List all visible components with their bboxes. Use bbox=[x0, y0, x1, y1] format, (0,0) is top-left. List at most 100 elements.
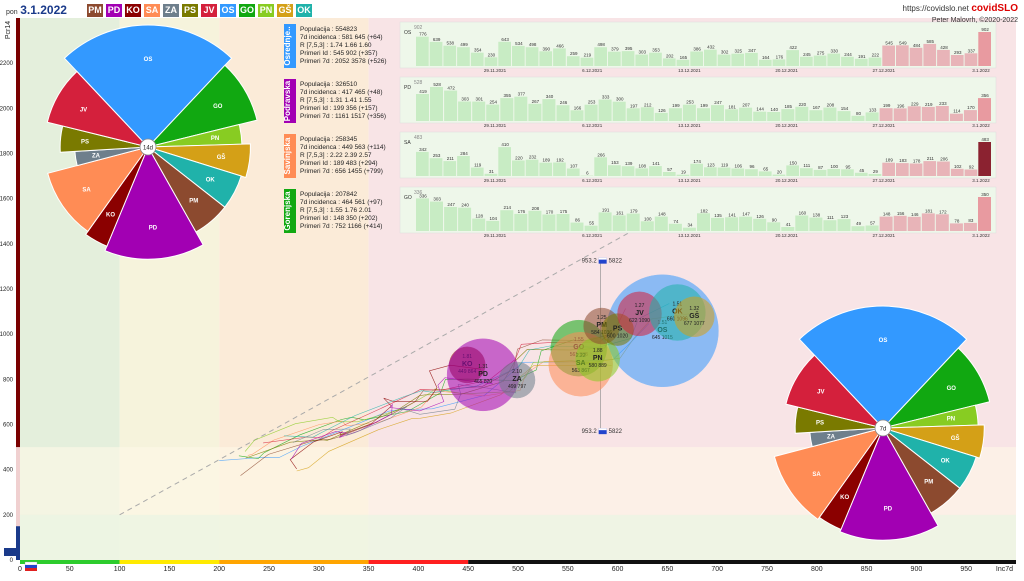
sparkline-bar-label: 108 bbox=[639, 163, 647, 168]
region-info-line: Populacija : 207842 bbox=[300, 191, 357, 198]
sparkline-bar-label: 196 bbox=[897, 103, 905, 108]
legend-item-jv[interactable]: JV bbox=[201, 4, 217, 17]
y-band bbox=[16, 447, 20, 526]
sparkline-bar-label: 111 bbox=[827, 215, 834, 220]
sparkline-bar bbox=[745, 169, 758, 176]
sparkline-bar-label: 191 bbox=[602, 207, 610, 212]
sparkline-bar bbox=[697, 108, 710, 121]
bubble-coords: 465 820 bbox=[474, 379, 492, 385]
sparkline-bar-label: 379 bbox=[611, 47, 619, 52]
sparkline-bar-label: 245 bbox=[803, 52, 811, 57]
x-tick-label: 350 bbox=[363, 566, 375, 573]
sparkline-bar-label: 220 bbox=[799, 102, 807, 107]
sparkline-bar bbox=[767, 222, 780, 231]
sparkline-bar-label: 330 bbox=[831, 49, 839, 54]
sparkline-bar-label: 181 bbox=[925, 208, 933, 213]
sparkline-bar bbox=[669, 224, 682, 231]
legend-item-ps[interactable]: PS bbox=[182, 4, 198, 17]
pie-label-ok: OK bbox=[941, 459, 951, 465]
legend-item-gš[interactable]: GŠ bbox=[277, 4, 293, 17]
sparkline-bar bbox=[841, 169, 854, 176]
sparkline-bar-label: 107 bbox=[570, 163, 578, 168]
sparkline-date: 20.12.2021 bbox=[775, 68, 798, 73]
legend-item-ok[interactable]: OK bbox=[296, 4, 312, 17]
sparkline-date: 29.11.2021 bbox=[484, 123, 507, 128]
pie-label-go: GO bbox=[947, 386, 957, 392]
sparkline-bar-label: 29 bbox=[873, 169, 879, 174]
bubble-coords: 622 1090 bbox=[629, 318, 650, 324]
legend-item-ko[interactable]: KO bbox=[125, 4, 141, 17]
sparkline-bar-label: 293 bbox=[954, 50, 962, 55]
sparkline-bar bbox=[641, 107, 654, 121]
sparkline-bar bbox=[457, 156, 470, 176]
legend-item-pn[interactable]: PN bbox=[258, 4, 274, 17]
pie-label-ps: PS bbox=[816, 420, 824, 426]
legend-item-pm[interactable]: PM bbox=[87, 4, 103, 17]
legend-item-sa[interactable]: SA bbox=[144, 4, 160, 17]
slo-marker-count: 5822 bbox=[609, 429, 623, 435]
sparkline-bar bbox=[635, 168, 648, 176]
sparkline-bar-label: 240 bbox=[461, 203, 469, 208]
sparkline-bar bbox=[627, 214, 640, 231]
sparkline-bar-label: 104 bbox=[490, 216, 498, 221]
sparkline-bar-label: 123 bbox=[841, 214, 849, 219]
sparkline-bar-label: 153 bbox=[611, 160, 619, 165]
region-name: Gorenjska bbox=[283, 191, 292, 231]
region-info-line: 7d incidenca : 581 645 (+64) bbox=[300, 34, 383, 41]
slo-marker-value: 953.2 bbox=[582, 429, 598, 435]
sparkline-bar-label: 175 bbox=[560, 209, 568, 214]
legend-item-za[interactable]: ZA bbox=[163, 4, 179, 17]
sparkline-date: 6.12.2021 bbox=[582, 178, 603, 183]
sparkline-bar-label: 214 bbox=[504, 205, 512, 210]
sparkline-bar bbox=[718, 55, 731, 66]
pie-label-ps: PS bbox=[81, 139, 89, 145]
sparkline-bar-label: 191 bbox=[858, 54, 866, 59]
region-info-line: 7d incidenca : 464 561 (+97) bbox=[300, 199, 383, 206]
sparkline-date: 6.12.2021 bbox=[582, 123, 603, 128]
sparkline-bar-label: 49 bbox=[856, 221, 862, 226]
region-code: GO bbox=[404, 195, 412, 201]
x-tick-label: 0 bbox=[18, 566, 22, 573]
region-code: PD bbox=[404, 85, 411, 91]
sparkline-bar-label: 167 bbox=[813, 105, 821, 110]
sparkline-bar-label: 639 bbox=[433, 37, 441, 42]
y-tick-label: 2200 bbox=[0, 61, 14, 67]
pie-label-pm: PM bbox=[189, 198, 198, 204]
sparkline-bar-label: 65 bbox=[763, 166, 769, 171]
sparkline-bar bbox=[553, 163, 566, 177]
sparkline-bar bbox=[663, 58, 676, 66]
sparkline-bar bbox=[608, 52, 621, 66]
sparkline-bar bbox=[704, 50, 717, 66]
sparkline-bar bbox=[663, 172, 676, 176]
pie-label-sa: SA bbox=[82, 187, 91, 193]
pie-label-gš: GŠ bbox=[217, 153, 226, 161]
legend-item-go[interactable]: GO bbox=[239, 4, 255, 17]
sparkline-bar-label: 114 bbox=[953, 109, 961, 114]
sparkline-bar bbox=[416, 198, 429, 231]
legend-item-pd[interactable]: PD bbox=[106, 4, 122, 17]
sparkline-bar bbox=[896, 163, 909, 176]
sparkline-bar bbox=[880, 108, 893, 121]
sparkline-bar-label: 86 bbox=[575, 218, 581, 223]
sparkline-bar-label: 170 bbox=[546, 209, 554, 214]
sparkline-bar bbox=[923, 44, 936, 66]
pie-label-ko: KO bbox=[106, 213, 115, 219]
region-info-line: Primeri 7d : 656 1455 (+799) bbox=[300, 168, 383, 175]
legend-item-os[interactable]: OS bbox=[220, 4, 236, 17]
sparkline-bar-label: 302 bbox=[721, 50, 729, 55]
sparkline-bar bbox=[677, 60, 690, 66]
sparkline-bar bbox=[485, 57, 498, 66]
region-info-line: Populacija : 554823 bbox=[300, 26, 357, 33]
sparkline-bar bbox=[599, 100, 612, 121]
source-url[interactable]: https://covidslo.net bbox=[903, 4, 969, 13]
sparkline-bar-label: 342 bbox=[419, 147, 427, 152]
sparkline-bar-label: 144 bbox=[756, 107, 764, 112]
sparkline-bar-label: 133 bbox=[869, 107, 877, 112]
x-tick-label: 50 bbox=[66, 566, 74, 573]
date-header: pon 3.1.2022 bbox=[6, 3, 67, 17]
region-info-line: Populacija : 326510 bbox=[300, 81, 357, 88]
sparkline-bar bbox=[458, 102, 471, 122]
sparkline-date: 13.12.2021 bbox=[678, 178, 701, 183]
sparkline-bar-label: 259 bbox=[570, 51, 578, 56]
sparkline-bar bbox=[498, 42, 511, 66]
